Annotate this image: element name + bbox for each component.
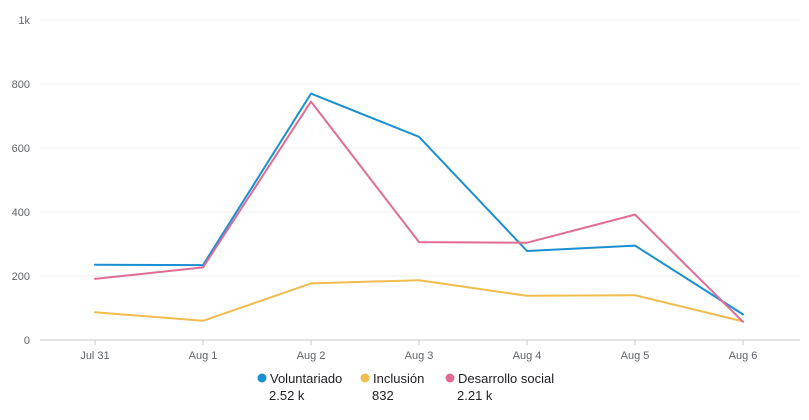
y-axis: 0 200 400 600 800 1k [12, 15, 31, 347]
series-line-inclusi-n[interactable] [94, 279, 744, 323]
legend-marker [445, 373, 455, 383]
legend: Voluntariado 2.52 k Inclusión 832 Desarrollo… [257, 371, 555, 403]
series-line-desarrollo-social[interactable] [94, 100, 744, 323]
series-lines [94, 92, 744, 323]
grid [40, 19, 800, 277]
x-axis: Jul 31 Aug 1 Aug 2 Aug 3 Aug 4 Aug 5 Aug 6 [40, 339, 800, 362]
legend-item-desarrollo-social[interactable]: Desarrollo social 2.21 k [445, 371, 555, 403]
x-tick-label: Aug 4 [513, 350, 542, 362]
y-tick-label: 800 [12, 79, 30, 91]
legend-total: 832 [372, 388, 394, 403]
y-tick-label: 0 [24, 335, 30, 347]
legend-label: Inclusión [373, 371, 424, 386]
x-tick-label: Jul 31 [80, 350, 109, 362]
x-tick-label: Aug 5 [621, 350, 650, 362]
y-tick-label: 400 [12, 207, 30, 219]
legend-marker [360, 373, 370, 383]
y-tick-label: 200 [12, 271, 30, 283]
legend-item-inclusi-n[interactable]: Inclusión 832 [360, 371, 425, 403]
series-line-voluntariado[interactable] [94, 92, 744, 316]
legend-total: 2.52 k [269, 388, 305, 403]
legend-label: Desarrollo social [458, 371, 554, 386]
legend-item-voluntariado[interactable]: Voluntariado 2.52 k [257, 371, 343, 403]
x-tick-label: Aug 6 [729, 350, 758, 362]
x-tick-label: Aug 2 [297, 350, 326, 362]
x-tick-label: Aug 3 [405, 350, 434, 362]
y-tick-label: 1k [18, 15, 30, 27]
legend-label: Voluntariado [270, 371, 342, 386]
y-tick-label: 600 [12, 143, 30, 155]
x-tick-label: Aug 1 [189, 350, 218, 362]
legend-total: 2.21 k [457, 388, 493, 403]
legend-marker [257, 373, 267, 383]
